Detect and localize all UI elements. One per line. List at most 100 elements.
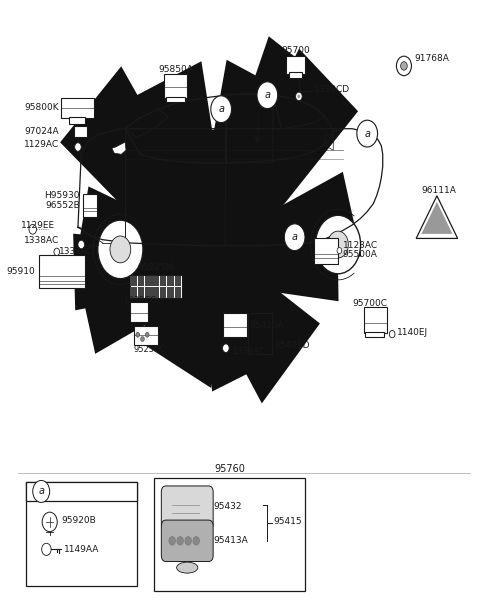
- Circle shape: [169, 536, 176, 545]
- Circle shape: [205, 258, 210, 264]
- Circle shape: [136, 332, 140, 337]
- Circle shape: [29, 224, 36, 234]
- Text: 1338AC: 1338AC: [24, 236, 59, 245]
- Bar: [61, 98, 95, 118]
- Circle shape: [205, 258, 216, 273]
- Polygon shape: [211, 224, 338, 301]
- Circle shape: [78, 240, 84, 249]
- Text: 95415: 95415: [273, 518, 301, 527]
- Polygon shape: [198, 49, 358, 280]
- Polygon shape: [226, 94, 273, 163]
- Polygon shape: [195, 36, 341, 279]
- Text: 95800K: 95800K: [24, 103, 59, 112]
- Bar: [365, 332, 384, 337]
- Polygon shape: [73, 233, 211, 310]
- Polygon shape: [135, 255, 228, 388]
- Polygon shape: [207, 172, 361, 285]
- Text: 95401D: 95401D: [275, 340, 310, 349]
- Text: 95250C: 95250C: [133, 345, 165, 354]
- Polygon shape: [74, 186, 214, 285]
- Bar: [145, 287, 152, 298]
- Polygon shape: [60, 66, 224, 283]
- Text: 1129EE: 1129EE: [22, 221, 56, 230]
- Polygon shape: [198, 248, 320, 403]
- Polygon shape: [112, 142, 126, 155]
- Text: 95700C: 95700C: [352, 299, 387, 308]
- Text: 96111A: 96111A: [422, 186, 456, 196]
- Text: 95420A: 95420A: [250, 321, 284, 329]
- Circle shape: [54, 248, 60, 255]
- Circle shape: [193, 536, 200, 545]
- Bar: [167, 287, 174, 298]
- Polygon shape: [125, 94, 333, 163]
- Polygon shape: [107, 61, 232, 277]
- Bar: [153, 287, 159, 298]
- Bar: [83, 194, 97, 217]
- Circle shape: [177, 536, 183, 545]
- Circle shape: [328, 231, 348, 258]
- Bar: [164, 74, 187, 98]
- Text: a: a: [364, 128, 370, 139]
- Bar: [223, 313, 247, 337]
- Circle shape: [145, 332, 149, 337]
- Text: 95432: 95432: [213, 502, 241, 511]
- Text: 1338AC: 1338AC: [232, 346, 265, 356]
- Bar: [175, 287, 181, 298]
- Text: 96552B: 96552B: [45, 201, 80, 210]
- Text: a: a: [292, 232, 298, 242]
- Text: H95930: H95930: [44, 191, 80, 200]
- Bar: [26, 482, 137, 586]
- Text: 1339CD: 1339CD: [313, 84, 349, 93]
- Circle shape: [389, 331, 395, 338]
- Bar: [74, 126, 87, 137]
- Circle shape: [110, 236, 131, 263]
- Text: 1338AC: 1338AC: [59, 247, 95, 257]
- Text: 97024A: 97024A: [24, 126, 59, 136]
- Bar: [130, 275, 181, 298]
- Polygon shape: [197, 259, 276, 392]
- Polygon shape: [421, 202, 453, 234]
- Text: 95925M: 95925M: [137, 263, 174, 273]
- Text: a: a: [38, 486, 44, 496]
- Bar: [130, 302, 148, 322]
- Circle shape: [284, 224, 305, 251]
- Text: a: a: [264, 90, 270, 100]
- Bar: [153, 276, 159, 286]
- FancyBboxPatch shape: [161, 520, 213, 562]
- Circle shape: [337, 247, 342, 254]
- Bar: [138, 276, 144, 286]
- Circle shape: [98, 220, 143, 279]
- Circle shape: [401, 62, 407, 70]
- Text: 1140EJ: 1140EJ: [397, 329, 428, 337]
- Text: 95500A: 95500A: [343, 251, 378, 260]
- Circle shape: [257, 82, 278, 109]
- Circle shape: [223, 344, 229, 353]
- Circle shape: [357, 120, 378, 147]
- Bar: [364, 307, 386, 333]
- Bar: [26, 482, 137, 500]
- Bar: [160, 287, 166, 298]
- Text: 1339CC: 1339CC: [123, 296, 156, 305]
- Text: 95850A: 95850A: [158, 65, 193, 74]
- Circle shape: [298, 95, 300, 98]
- Circle shape: [211, 96, 231, 123]
- Bar: [138, 287, 144, 298]
- Bar: [160, 276, 166, 286]
- Circle shape: [211, 267, 216, 273]
- Bar: [314, 238, 338, 264]
- Polygon shape: [77, 247, 215, 354]
- Polygon shape: [125, 109, 168, 137]
- Polygon shape: [155, 126, 229, 270]
- Text: 1149AA: 1149AA: [64, 545, 99, 554]
- Bar: [69, 117, 85, 125]
- Bar: [167, 276, 174, 286]
- Circle shape: [141, 337, 144, 342]
- Bar: [289, 72, 302, 78]
- Bar: [130, 276, 137, 286]
- Text: 95920B: 95920B: [61, 516, 96, 525]
- Bar: [154, 478, 305, 591]
- Circle shape: [33, 480, 50, 502]
- FancyBboxPatch shape: [161, 486, 213, 530]
- Bar: [175, 276, 181, 286]
- Polygon shape: [78, 129, 383, 246]
